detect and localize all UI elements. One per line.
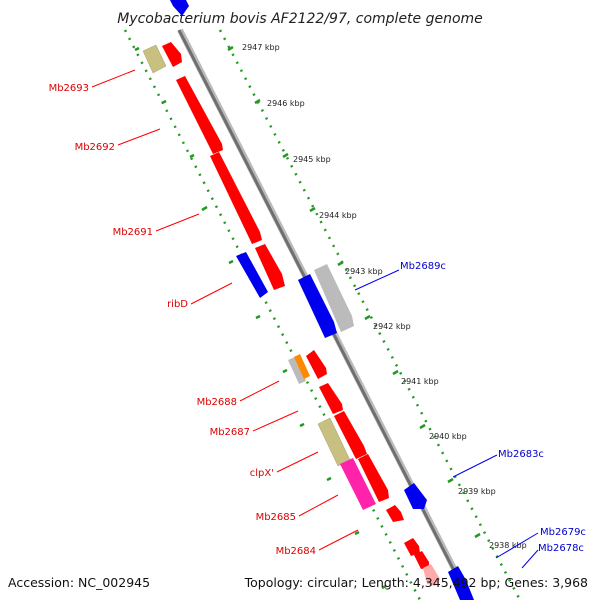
gene-feature-mb2679c xyxy=(448,566,474,600)
gene-labels-forward: Mb2693 Mb2692 Mb2691 ribD Mb2688 Mb2687 … xyxy=(49,83,316,557)
gene-label-mb2678c[interactable]: Mb2678c xyxy=(538,543,584,554)
map-title: Mycobacterium bovis AF2122/97, complete … xyxy=(117,11,483,27)
tick xyxy=(447,477,454,484)
gene-label-ribd[interactable]: ribD xyxy=(167,299,188,310)
connector-ribd xyxy=(190,282,233,305)
gene-label-mb2691[interactable]: Mb2691 xyxy=(113,227,153,238)
tick xyxy=(255,314,261,320)
gene-label-connectors xyxy=(91,69,539,569)
tick xyxy=(364,314,371,321)
tick xyxy=(282,368,288,374)
tick xyxy=(201,205,208,212)
gene-feature-clpx xyxy=(334,411,367,459)
tick xyxy=(254,98,261,105)
gene-label-mb2679c[interactable]: Mb2679c xyxy=(540,527,586,538)
tick xyxy=(227,45,234,52)
gene-feature-mb2693-grey xyxy=(142,44,167,74)
gene-feature-mb2689c xyxy=(298,274,337,338)
gene-feature-mb2693 xyxy=(162,42,182,67)
gene-feature-mb2691 xyxy=(210,152,262,244)
gene-label-clpx[interactable]: clpX' xyxy=(250,468,274,479)
gene-feature-mb2683c xyxy=(404,483,427,509)
connector-mb2687 xyxy=(252,410,299,432)
tick xyxy=(326,476,332,482)
gene-features xyxy=(142,0,474,600)
tick xyxy=(189,153,195,159)
gene-feature-small-1 xyxy=(404,538,420,556)
tick xyxy=(392,369,399,376)
tick xyxy=(134,46,140,52)
gene-feature-mb2688-grey xyxy=(288,357,306,384)
gene-feature-small-2 xyxy=(414,551,429,569)
connector-mb2691 xyxy=(155,213,200,232)
kbp-label: 2940 kbp xyxy=(429,432,467,441)
kbp-scale-labels: 2947 kbp 2946 kbp 2945 kbp 2944 kbp 2943… xyxy=(242,43,527,550)
kbp-label: 2938 kbp xyxy=(489,541,527,550)
kbp-label: 2942 kbp xyxy=(373,322,411,331)
gene-label-mb2683c[interactable]: Mb2683c xyxy=(498,449,544,460)
connector-mb2683c xyxy=(452,454,498,478)
connector-mb2688 xyxy=(239,380,280,402)
kbp-label: 2944 kbp xyxy=(319,211,357,220)
gene-feature-ribd-reverse xyxy=(236,252,268,298)
gene-label-mb2687[interactable]: Mb2687 xyxy=(210,427,250,438)
gene-feature-mb2685 xyxy=(358,454,389,502)
tick xyxy=(337,260,344,267)
connector-clpx xyxy=(276,451,319,473)
tick xyxy=(419,423,426,430)
gene-feature-mb2689c-grey xyxy=(314,264,354,332)
connector-mb2692 xyxy=(117,128,161,146)
kbp-label: 2945 kbp xyxy=(293,155,331,164)
kbp-label: 2947 kbp xyxy=(242,43,280,52)
gene-feature-mb2688 xyxy=(306,350,327,379)
tick xyxy=(161,99,167,105)
gene-label-mb2693[interactable]: Mb2693 xyxy=(49,83,89,94)
gene-labels-reverse: Mb2689c Mb2683c Mb2679c Mb2678c xyxy=(400,261,586,554)
connector-mb2689c xyxy=(354,269,400,291)
gene-feature-mb2692 xyxy=(176,76,223,154)
gene-feature-pink xyxy=(423,564,440,586)
gene-feature-mb2684 xyxy=(386,505,404,522)
kbp-label: 2939 kbp xyxy=(458,487,496,496)
gene-label-mb2685[interactable]: Mb2685 xyxy=(256,512,296,523)
connector-mb2678c xyxy=(521,549,539,569)
tick xyxy=(354,530,360,536)
connector-mb2684 xyxy=(318,529,359,551)
connector-mb2693 xyxy=(91,69,136,88)
gene-label-mb2688[interactable]: Mb2688 xyxy=(197,397,237,408)
gene-feature-mb2688-orange xyxy=(294,354,310,379)
connector-mb2679c xyxy=(495,532,539,559)
kbp-label: 2943 kbp xyxy=(345,267,383,276)
kbp-label: 2946 kbp xyxy=(267,99,305,108)
gene-label-mb2692[interactable]: Mb2692 xyxy=(75,142,115,153)
tick xyxy=(381,584,387,590)
scale-ticks xyxy=(134,45,481,590)
tick xyxy=(474,532,481,539)
connector-mb2685 xyxy=(298,494,339,517)
gene-feature-top-fragment xyxy=(170,0,189,16)
gene-label-mb2684[interactable]: Mb2684 xyxy=(276,546,316,557)
gene-feature-mb2687 xyxy=(319,383,343,414)
accession-text: Accession: NC_002945 xyxy=(8,575,150,590)
tick xyxy=(299,422,305,428)
tick xyxy=(309,206,316,213)
gene-feature-mb2685-magenta xyxy=(340,458,376,510)
tick xyxy=(282,152,289,159)
topology-text: Topology: circular; Length: 4,345,492 bp… xyxy=(244,575,588,590)
gene-label-mb2689c[interactable]: Mb2689c xyxy=(400,261,446,272)
tick xyxy=(228,259,234,265)
kbp-label: 2941 kbp xyxy=(401,377,439,386)
gene-feature-ribd xyxy=(255,244,285,290)
